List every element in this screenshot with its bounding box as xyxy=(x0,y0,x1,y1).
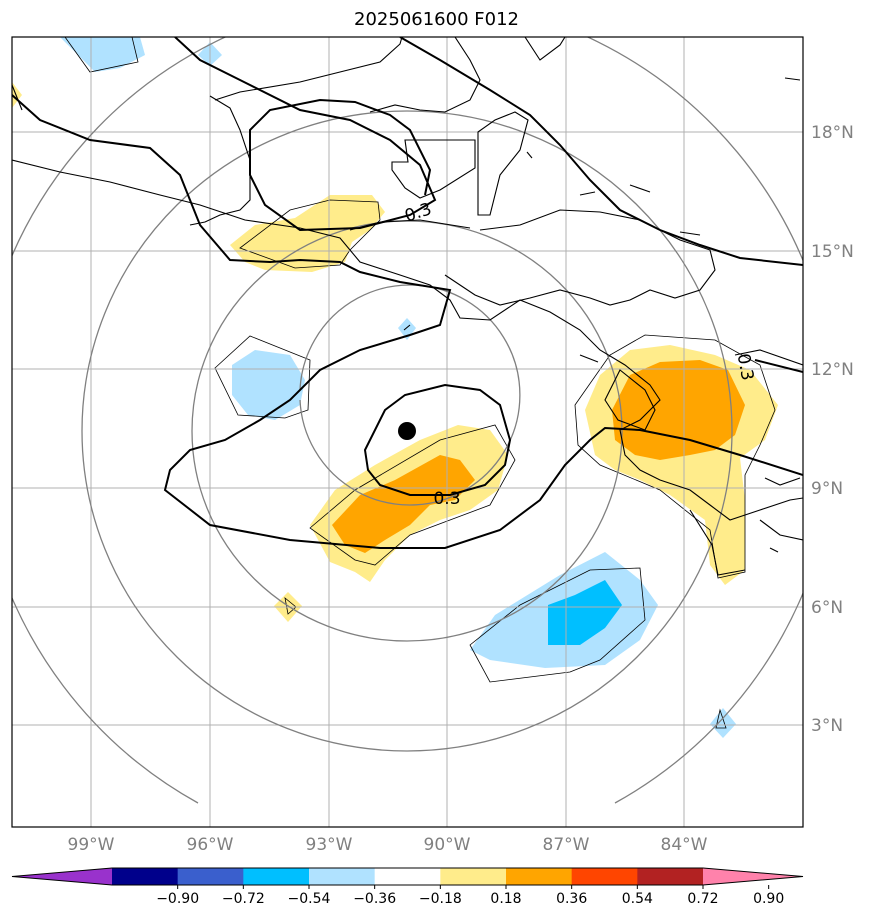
colorbar-segment xyxy=(637,868,704,885)
colorbar-extend-min xyxy=(12,868,112,885)
pos-anomaly-west-dot xyxy=(12,82,22,108)
colorbar-outline xyxy=(11,867,804,886)
lat-label-12n: 12°N xyxy=(811,360,854,380)
colorbar-segment xyxy=(177,868,244,885)
neg-anomaly-small-2 xyxy=(398,318,416,340)
colorbar-segment xyxy=(571,868,638,885)
pos-anomaly-center-core xyxy=(332,455,475,553)
colorbar-segment xyxy=(309,868,376,885)
thick-contours xyxy=(12,37,803,549)
colorbar-tick-label: −0.36 xyxy=(353,891,396,907)
colorbar-segment xyxy=(374,868,441,885)
lon-label-99w: 99°W xyxy=(68,835,115,855)
shaded-anomalies xyxy=(12,37,778,738)
colorbar-segment xyxy=(112,868,179,885)
pos-anomaly-north xyxy=(230,195,385,272)
map-title: 2025061600 F012 xyxy=(354,9,519,30)
lat-label-15n: 15°N xyxy=(811,242,854,262)
colorbar-segment xyxy=(243,868,310,885)
lat-label-3n: 3°N xyxy=(811,716,843,736)
lon-labels: 99°W 96°W 93°W 90°W 87°W 84°W xyxy=(68,835,708,855)
storm-center-marker xyxy=(398,422,416,440)
lon-label-96w: 96°W xyxy=(187,835,234,855)
colorbar-tick-label: −0.72 xyxy=(222,891,265,907)
colorbar-tick-label: 0.90 xyxy=(753,891,784,907)
lat-label-18n: 18°N xyxy=(811,123,854,143)
lon-label-84w: 84°W xyxy=(661,835,708,855)
lat-label-6n: 6°N xyxy=(811,598,843,618)
contour-label-east: 0.3 xyxy=(733,352,757,382)
neg-anomaly-small-3 xyxy=(710,708,736,738)
colorbar: −0.90 −0.72 −0.54 −0.36 −0.18 0.18 0.36 0.54 0.7… xyxy=(11,867,804,907)
contour-label-center: 0.3 xyxy=(433,489,460,509)
colorbar-tick-label: 0.36 xyxy=(556,891,587,907)
colorbar-tick-label: −0.18 xyxy=(419,891,462,907)
colorbar-tick-label: −0.54 xyxy=(288,891,331,907)
pos-anomaly-east-core xyxy=(612,360,745,460)
lat-labels: 18°N 15°N 12°N 9°N 6°N 3°N xyxy=(811,123,854,736)
neg-anomaly-west xyxy=(232,350,305,420)
lon-label-87w: 87°W xyxy=(543,835,590,855)
colorbar-tick-label: −0.90 xyxy=(156,891,199,907)
lon-label-93w: 93°W xyxy=(306,835,353,855)
lon-label-90w: 90°W xyxy=(424,835,471,855)
neg-anomaly-nw xyxy=(60,37,145,72)
colorbar-tick-label: 0.54 xyxy=(622,891,653,907)
colorbar-segment xyxy=(506,868,573,885)
colorbar-tick-label: 0.72 xyxy=(687,891,718,907)
colorbar-extend-max xyxy=(703,868,803,885)
lat-lon-grid xyxy=(12,37,803,827)
map-frame xyxy=(11,36,804,828)
lat-label-9n: 9°N xyxy=(811,479,843,499)
coastlines xyxy=(12,37,803,576)
colorbar-segment xyxy=(440,868,507,885)
colorbar-tick-label: 0.18 xyxy=(490,891,521,907)
contour-labels: 0.3 0.3 0.3 xyxy=(402,199,757,509)
